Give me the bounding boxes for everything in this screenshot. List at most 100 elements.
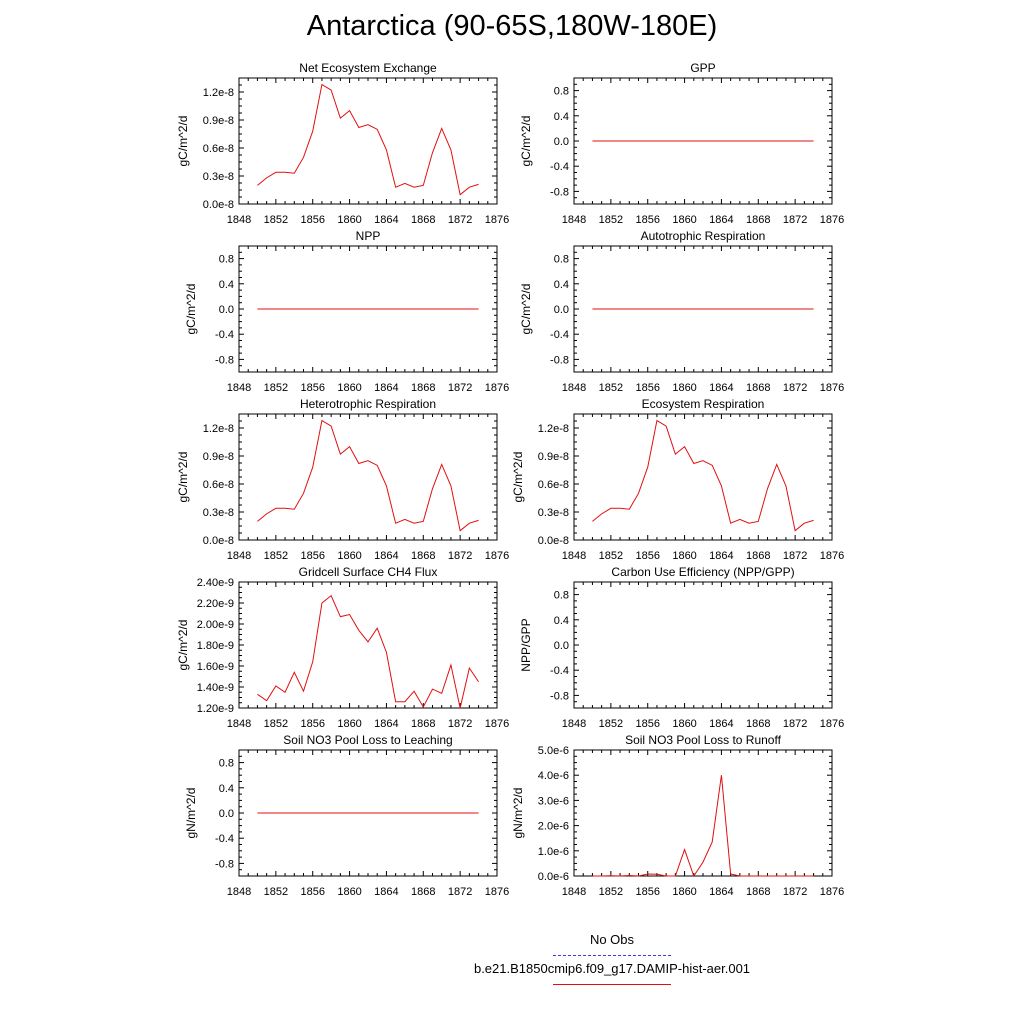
y-tick-label: 0.6e-8 xyxy=(203,479,234,491)
y-tick-label: -0.4 xyxy=(550,161,569,173)
plot-frame xyxy=(573,581,833,709)
x-tick-label: 1864 xyxy=(709,382,733,394)
series-line-0 xyxy=(257,83,479,196)
y-axis-label: gC/m^2/d xyxy=(519,116,533,167)
panel-2: NPP 1848 1852 1856 1860 1864 1868 1872 1876 -0.8 -… xyxy=(184,229,509,394)
y-tick-label: 1.40e-9 xyxy=(197,682,234,694)
x-tick-label: 1848 xyxy=(227,718,251,730)
y-tick-label: 0.8 xyxy=(554,254,569,266)
series-line-0 xyxy=(257,594,479,709)
x-tick-label: 1872 xyxy=(448,550,472,562)
x-tick-label: 1848 xyxy=(562,214,586,226)
x-tick-label: 1848 xyxy=(227,550,251,562)
legend-label-no-obs: No Obs xyxy=(589,932,635,947)
x-tick-label: 1856 xyxy=(300,214,324,226)
x-tick-label: 1856 xyxy=(635,214,659,226)
series-line-0 xyxy=(592,419,814,532)
panel-title: Gridcell Surface CH4 Flux xyxy=(299,565,438,579)
y-tick-label: 0.8 xyxy=(554,86,569,98)
x-tick-label: 1872 xyxy=(448,214,472,226)
x-tick-label: 1860 xyxy=(337,382,361,394)
legend-line-no-obs xyxy=(553,955,671,956)
y-tick-label: 1.60e-9 xyxy=(197,661,234,673)
x-tick-label: 1848 xyxy=(562,550,586,562)
x-tick-label: 1864 xyxy=(709,550,733,562)
y-tick-label: 0.4 xyxy=(219,783,234,795)
y-tick-label: 2.00e-9 xyxy=(197,619,234,631)
x-tick-label: 1860 xyxy=(672,886,696,898)
y-tick-label: -0.8 xyxy=(215,354,234,366)
x-tick-label: 1872 xyxy=(783,886,807,898)
x-tick-label: 1856 xyxy=(300,382,324,394)
x-tick-label: 1856 xyxy=(635,382,659,394)
y-tick-label: 0.0 xyxy=(554,640,569,652)
y-axis-label: gN/m^2/d xyxy=(184,788,198,839)
y-tick-label: 0.3e-8 xyxy=(203,507,234,519)
x-tick-label: 1852 xyxy=(599,550,623,562)
panel-title: Soil NO3 Pool Loss to Leaching xyxy=(283,733,452,747)
plot-frame xyxy=(238,581,498,709)
x-tick-label: 1868 xyxy=(411,382,435,394)
x-tick-label: 1852 xyxy=(599,718,623,730)
x-tick-label: 1876 xyxy=(820,550,844,562)
x-tick-label: 1860 xyxy=(672,214,696,226)
x-tick-label: 1856 xyxy=(635,718,659,730)
x-tick-label: 1872 xyxy=(448,382,472,394)
series-line-0 xyxy=(592,775,814,878)
x-tick-label: 1864 xyxy=(374,886,398,898)
y-tick-label: 0.0e-8 xyxy=(203,199,234,211)
x-tick-label: 1876 xyxy=(820,886,844,898)
y-tick-label: 5.0e-6 xyxy=(538,745,569,757)
y-tick-label: 1.0e-6 xyxy=(538,846,569,858)
x-tick-label: 1848 xyxy=(562,718,586,730)
x-tick-label: 1876 xyxy=(485,886,509,898)
x-tick-label: 1876 xyxy=(485,550,509,562)
x-tick-label: 1868 xyxy=(746,550,770,562)
y-tick-label: 0.6e-8 xyxy=(203,143,234,155)
panel-4: Heterotrophic Respiration 1848 1852 1856 186… xyxy=(176,397,509,562)
y-axis-label: gC/m^2/d xyxy=(176,116,190,167)
panel-title: Ecosystem Respiration xyxy=(642,397,765,411)
x-tick-label: 1872 xyxy=(783,550,807,562)
panel-1: GPP 1848 1852 1856 1860 1864 1868 1872 1876 -0.8 -… xyxy=(519,61,844,226)
y-tick-label: 0.8 xyxy=(554,590,569,602)
x-tick-label: 1868 xyxy=(746,214,770,226)
y-tick-label: 1.2e-8 xyxy=(203,423,234,435)
y-axis-label: gC/m^2/d xyxy=(511,452,525,503)
y-axis-label: gC/m^2/d xyxy=(519,284,533,335)
x-tick-label: 1868 xyxy=(746,718,770,730)
x-tick-label: 1860 xyxy=(672,550,696,562)
y-tick-label: 0.6e-8 xyxy=(538,479,569,491)
x-tick-label: 1852 xyxy=(264,718,288,730)
y-axis-label: NPP/GPP xyxy=(519,618,533,671)
y-tick-label: 2.40e-9 xyxy=(197,577,234,589)
y-axis-label: gC/m^2/d xyxy=(176,620,190,671)
x-tick-label: 1848 xyxy=(562,382,586,394)
y-tick-label: 2.20e-9 xyxy=(197,598,234,610)
x-tick-label: 1856 xyxy=(300,550,324,562)
panel-0: Net Ecosystem Exchange 1848 1852 1856 1860 18… xyxy=(176,61,509,226)
panel-title: NPP xyxy=(356,229,381,243)
x-tick-label: 1852 xyxy=(599,382,623,394)
y-tick-label: -0.4 xyxy=(550,665,569,677)
x-tick-label: 1856 xyxy=(635,550,659,562)
panel-title: Carbon Use Efficiency (NPP/GPP) xyxy=(611,565,794,579)
y-tick-label: 1.2e-8 xyxy=(538,423,569,435)
x-tick-label: 1852 xyxy=(599,214,623,226)
x-tick-label: 1868 xyxy=(411,886,435,898)
y-tick-label: 1.80e-9 xyxy=(197,640,234,652)
y-tick-label: -0.8 xyxy=(550,186,569,198)
y-tick-label: -0.8 xyxy=(550,690,569,702)
x-tick-label: 1856 xyxy=(635,886,659,898)
legend-line-case xyxy=(553,984,671,985)
x-tick-label: 1848 xyxy=(227,886,251,898)
x-tick-label: 1852 xyxy=(264,214,288,226)
x-tick-label: 1876 xyxy=(485,214,509,226)
x-tick-label: 1872 xyxy=(783,718,807,730)
x-tick-label: 1876 xyxy=(485,718,509,730)
y-tick-label: 0.8 xyxy=(219,758,234,770)
x-tick-label: 1860 xyxy=(672,382,696,394)
y-tick-label: 3.0e-6 xyxy=(538,795,569,807)
y-tick-label: 0.8 xyxy=(219,254,234,266)
y-tick-label: 0.4 xyxy=(554,279,569,291)
